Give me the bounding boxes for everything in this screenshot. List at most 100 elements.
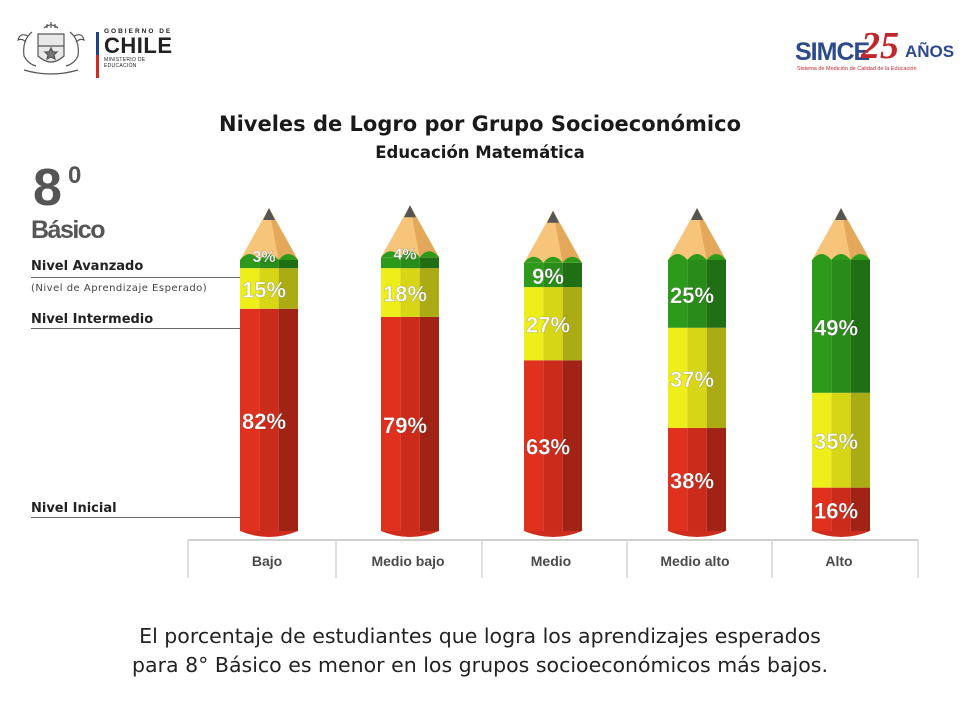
value-label-nivel-intermedio-0: 15% <box>242 277 286 302</box>
simce-anos: AÑOS <box>905 42 955 61</box>
value-label-nivel-avanzado-2: 9% <box>532 264 564 289</box>
bar-nivel-avanzado-medio-bajo-mid <box>400 257 420 269</box>
bar-nivel-avanzado-bajo-mid <box>259 260 279 269</box>
line-nivel-avanzado <box>31 277 241 278</box>
bar-nivel-avanzado-alto-right <box>850 260 870 393</box>
value-label-nivel-intermedio-3: 37% <box>670 367 714 392</box>
label-nivel-avanzado: Nivel Avanzado <box>31 259 144 274</box>
bar-nivel-intermedio-medio-mid <box>543 287 563 361</box>
pencil-graphite-0 <box>263 208 275 220</box>
value-label-nivel-inicial-3: 38% <box>670 469 714 494</box>
bar-nivel-avanzado-medio-right <box>562 262 582 288</box>
pencil-graphite-4 <box>835 208 847 220</box>
bar-nivel-inicial-bajo-mid <box>259 308 279 531</box>
bar-nivel-intermedio-medio <box>524 287 544 361</box>
bar-nivel-inicial-medio-right <box>562 360 582 531</box>
simce-25: 25 <box>861 25 899 67</box>
bar-nivel-avanzado-medio-alto-mid <box>687 260 707 328</box>
value-label-nivel-inicial-0: 82% <box>242 409 286 434</box>
pencil-bottom-0 <box>240 531 298 537</box>
pencil-wood-shade-1 <box>410 205 439 258</box>
bar-nivel-avanzado-alto-mid <box>831 260 851 393</box>
bar-nivel-intermedio-alto-right <box>850 392 870 488</box>
bar-nivel-inicial-medio-bajo-mid <box>400 316 420 531</box>
bar-nivel-inicial-medio-mid <box>543 360 563 531</box>
category-label-medio-alto: Medio alto <box>660 553 729 569</box>
bar-nivel-avanzado-medio-alto-right <box>706 260 726 328</box>
pencil-wood-shade-3 <box>697 208 726 260</box>
gobierno-line3: MINISTERIO DE EDUCACIÓN <box>104 57 146 69</box>
footer-text: El porcentaje de estudiantes que logra l… <box>0 622 960 680</box>
bar-nivel-inicial-medio-alto-mid <box>687 428 707 531</box>
bar-nivel-inicial-medio <box>524 360 544 531</box>
label-nivel-inicial: Nivel Inicial <box>31 501 117 516</box>
bar-nivel-avanzado-bajo <box>240 260 260 269</box>
bar-nivel-intermedio-bajo <box>240 268 260 309</box>
flag-red-stripe <box>96 55 99 78</box>
value-label-nivel-intermedio-4: 35% <box>814 429 858 454</box>
bar-nivel-inicial-alto <box>812 487 832 531</box>
footer-line-2: para 8° Básico es menor en los grupos so… <box>132 653 828 677</box>
category-label-bajo: Bajo <box>252 553 282 569</box>
pencil-bottom-2 <box>524 531 582 537</box>
bar-nivel-intermedio-medio-alto <box>668 327 688 429</box>
pencil-bottom-1 <box>381 531 439 537</box>
footer-line-1: El porcentaje de estudiantes que logra l… <box>139 624 821 648</box>
category-label-medio-bajo: Medio bajo <box>371 553 444 569</box>
simce-tagline: Sistema de Medición de Calidad de la Edu… <box>797 66 917 72</box>
flag-blue-stripe <box>96 32 99 55</box>
pencil-collar-1 <box>381 251 439 258</box>
value-label-nivel-avanzado-3: 25% <box>670 283 714 308</box>
line-nivel-inicial <box>31 517 241 518</box>
bar-nivel-intermedio-bajo-mid <box>259 268 279 309</box>
bar-nivel-intermedio-medio-bajo <box>381 268 401 317</box>
bar-nivel-intermedio-medio-bajo-mid <box>400 268 420 317</box>
bar-nivel-avanzado-medio-alto <box>668 260 688 328</box>
category-label-medio: Medio <box>531 553 571 569</box>
pencil-wood-shade-4 <box>841 208 870 260</box>
bar-nivel-inicial-bajo-right <box>278 308 298 531</box>
label-nivel-intermedio: Nivel Intermedio <box>31 312 154 327</box>
grade-superscript: 0 <box>68 162 82 189</box>
pencil-wood-shade-0 <box>269 208 298 260</box>
gobierno-wordmark: GOBIERNO DE CHILE MINISTERIO DE EDUCACIÓ… <box>104 28 174 69</box>
value-label-nivel-inicial-4: 16% <box>814 498 858 523</box>
bar-nivel-intermedio-medio-right <box>562 287 582 361</box>
bar-nivel-inicial-alto-right <box>850 487 870 531</box>
pencil-wood-shade-2 <box>553 210 582 263</box>
bar-nivel-avanzado-medio-bajo-right <box>419 257 439 269</box>
bar-nivel-inicial-medio-alto-right <box>706 428 726 531</box>
value-label-nivel-avanzado-1: 4% <box>393 246 416 263</box>
grade-word: Básico <box>31 216 105 244</box>
bar-nivel-avanzado-medio <box>524 262 544 288</box>
pencil-collar-3 <box>668 254 726 260</box>
chart-subtitle: Educación Matemática <box>375 143 585 162</box>
bar-nivel-inicial-medio-alto <box>668 428 688 531</box>
value-label-nivel-inicial-2: 63% <box>526 435 570 460</box>
pencil-collar-4 <box>812 254 870 260</box>
pencil-graphite-2 <box>547 210 559 223</box>
pencil-graphite-1 <box>404 205 416 218</box>
bar-nivel-inicial-medio-bajo-right <box>419 316 439 531</box>
bar-nivel-avanzado-alto <box>812 260 832 393</box>
bar-nivel-inicial-alto-mid <box>831 487 851 531</box>
line-nivel-intermedio <box>31 328 241 329</box>
bar-nivel-intermedio-bajo-right <box>278 268 298 309</box>
bar-nivel-intermedio-medio-alto-mid <box>687 327 707 429</box>
gobierno-line2: CHILE <box>104 33 173 58</box>
bar-nivel-inicial-bajo <box>240 308 260 531</box>
pencil-bottom-3 <box>668 531 726 537</box>
pencil-bottom-4 <box>812 531 870 537</box>
simce-word: SIMCE <box>795 38 870 66</box>
pencil-collar-2 <box>524 256 582 263</box>
grade-number: 8 <box>33 159 62 217</box>
label-nivel-avanzado-note: (Nivel de Aprendizaje Esperado) <box>31 283 208 294</box>
bar-nivel-avanzado-medio-mid <box>543 262 563 288</box>
bar-nivel-intermedio-medio-bajo-right <box>419 268 439 317</box>
bar-nivel-intermedio-alto <box>812 392 832 488</box>
value-label-nivel-avanzado-0: 3% <box>252 249 275 266</box>
pencil-collar-0 <box>240 254 298 260</box>
simce-logo: SIMCE 25 AÑOS Sistema de Medición de Cal… <box>795 25 954 78</box>
bar-nivel-avanzado-bajo-right <box>278 260 298 269</box>
